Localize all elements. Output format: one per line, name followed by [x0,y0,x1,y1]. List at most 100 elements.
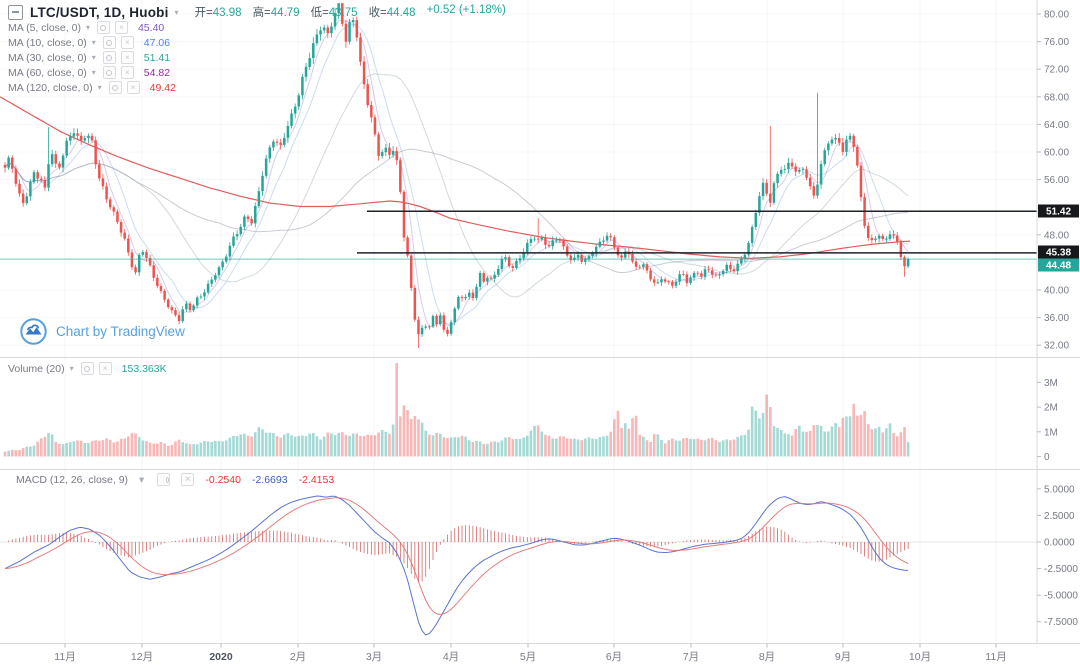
tradingview-watermark[interactable]: Chart by TradingView [20,318,185,345]
chevron-down-icon[interactable]: ▾ [91,68,96,77]
chart-header: LTC/USDT, 1D, Huobi ▾ 开=43.98 高=44.79 低=… [8,4,506,20]
ma5-label[interactable]: MA (5, close, 0) [8,21,81,34]
ma60-label[interactable]: MA (60, close, 0) [8,66,87,79]
time-tick-label: 2020 [209,651,233,663]
axis-tick-label: 48.00 [1044,230,1069,241]
chevron-down-icon[interactable]: ▾ [139,473,145,486]
price-label-box [1038,204,1079,218]
axis-tick-label: 68.00 [1044,92,1069,103]
symbol-panel-icon[interactable] [8,4,23,20]
ma30-line [4,73,909,298]
price-label-text: 45.38 [1046,248,1071,259]
macd-axis-labels: 2.5000 [1037,511,1075,522]
ma10-value: 47.06 [143,36,171,49]
low-value: 43.75 [328,7,358,19]
macd-legend: MACD (12, 26, close, 9) ▾ × -0.2540 -2.6… [8,473,334,486]
close-label: 收= [368,7,387,19]
axis-tick-label: 64.00 [1044,120,1069,131]
grid-lines [64,0,997,644]
axis-tick-label: 1M [1044,427,1058,438]
axis-tick-label: 56.00 [1044,175,1069,186]
time-tick-label: 8月 [759,651,775,663]
close-icon[interactable]: × [120,66,134,79]
axis-tick-label: 5.0000 [1044,484,1075,495]
ma5-row: MA (5, close, 0) ▾ × 45.40 [8,20,176,35]
close-icon[interactable]: × [120,51,134,64]
open-label: 开= [194,7,213,19]
close-icon[interactable]: × [98,362,112,375]
time-tick-label: 11月 [985,651,1006,663]
eye-icon[interactable] [102,66,116,79]
volume-axis-labels: 3M [1037,378,1058,389]
chevron-down-icon[interactable]: ▾ [69,364,74,373]
close-icon[interactable]: × [126,81,140,94]
volume-axis-labels: 0 [1037,452,1050,463]
eye-icon[interactable] [102,51,116,64]
candlestick-series [3,3,910,348]
eye-icon[interactable] [80,362,94,375]
axis-frame [0,0,1080,644]
change-value: +0.52 (+1.18%) [426,4,506,16]
volume-axis-labels: 1M [1037,427,1058,438]
ma120-label[interactable]: MA (120, close, 0) [8,81,93,94]
price-line-labels: 51.42 45.38 44.48 [1038,204,1079,272]
time-tick-label: 11月 [54,651,75,663]
chevron-down-icon[interactable]: ▾ [91,53,96,62]
ma120-value: 49.42 [149,81,176,94]
axis-tick-label: 60.00 [1044,148,1069,159]
high-value: 44.79 [270,7,300,19]
macd-signal-value: -2.4153 [298,473,335,486]
eye-icon[interactable] [96,21,110,34]
close-icon[interactable]: × [181,473,195,486]
eye-icon[interactable] [108,81,122,94]
tradingview-logo-icon [20,318,47,345]
macd-axis-labels: -2.5000 [1037,564,1078,575]
time-tick-label: 3月 [366,651,382,663]
price-axis-labels: 80.00 76.00 72.00 68.00 64.00 60.00 56.00 48.00… [1037,10,1069,352]
axis-tick-label: 80.00 [1044,10,1069,21]
time-tick-label: 5月 [520,651,536,663]
volume-axis-labels: 2M [1037,403,1058,414]
time-tick-label: 12月 [131,651,153,663]
ma120-row: MA (120, close, 0) ▾ × 49.42 [8,80,176,95]
chevron-down-icon[interactable]: ▾ [85,23,90,32]
time-axis[interactable]: 11月 12月 2020 2月 3月 4月 5月 6月 7月 8月 9月 10月 11月 [54,643,1007,664]
close-icon[interactable]: × [120,36,134,49]
macd-line [4,495,909,636]
symbol-title[interactable]: LTC/USDT, 1D, Huobi [30,4,169,20]
close-icon[interactable]: × [114,21,128,34]
chevron-down-icon[interactable]: ▾ [174,7,179,17]
axis-tick-label: 3M [1044,378,1058,389]
time-tick-label: 4月 [443,651,459,663]
chevron-down-icon[interactable]: ▾ [91,38,96,47]
close-value: 44.48 [386,7,416,19]
ma60-row: MA (60, close, 0) ▾ × 54.82 [8,65,176,80]
ma30-row: MA (30, close, 0) ▾ × 51.41 [8,50,176,65]
price-label-text: 51.42 [1046,207,1071,218]
ma5-line [4,19,909,328]
time-tick-label: 7月 [683,651,699,663]
axis-tick-label: 2.5000 [1044,511,1075,522]
macd-axis-labels: -5.0000 [1037,591,1078,602]
horizontal-ray-drawings [357,210,1037,254]
macd-line-value: -2.6693 [251,473,288,486]
macd-label[interactable]: MACD (12, 26, close, 9) [16,473,129,486]
ma120-line [0,96,911,259]
eye-icon[interactable] [102,36,116,49]
chevron-down-icon[interactable]: ▾ [97,83,102,92]
volume-value: 153.363K [121,362,167,375]
time-tick-label: 9月 [835,651,851,663]
macd-histogram [8,525,909,583]
eye-icon[interactable] [157,473,171,486]
volume-histogram [3,363,910,457]
ma10-label[interactable]: MA (10, close, 0) [8,36,87,49]
axis-tick-label: -2.5000 [1044,564,1078,575]
axis-tick-label: 32.00 [1044,341,1069,352]
volume-label[interactable]: Volume (20) [8,362,65,375]
ma30-label[interactable]: MA (30, close, 0) [8,51,87,64]
price-label-box [1038,245,1079,259]
price-label-box [1038,258,1079,272]
ma10-line [4,23,909,327]
